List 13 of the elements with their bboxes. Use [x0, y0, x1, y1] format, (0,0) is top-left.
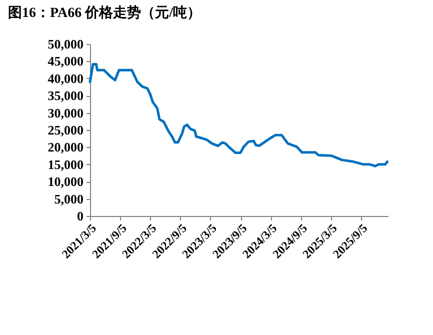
y-tick-label: 0 — [77, 208, 84, 224]
y-tick-label: 20,000 — [48, 140, 84, 155]
y-tick-label: 45,000 — [48, 54, 84, 69]
y-tick-label: 10,000 — [48, 174, 84, 190]
y-tick-label: 40,000 — [48, 70, 84, 86]
y-tick-label: 50,000 — [48, 36, 84, 52]
y-tick-label: 35,000 — [48, 88, 84, 104]
chart-title: 图16：PA66 价格走势（元/吨） — [8, 5, 202, 21]
y-tick-label: 15,000 — [48, 156, 84, 172]
y-tick-label: 30,000 — [48, 105, 84, 120]
y-tick-label: 5,000 — [54, 191, 84, 206]
y-tick-label: 25,000 — [48, 122, 84, 138]
line-series — [88, 63, 389, 168]
